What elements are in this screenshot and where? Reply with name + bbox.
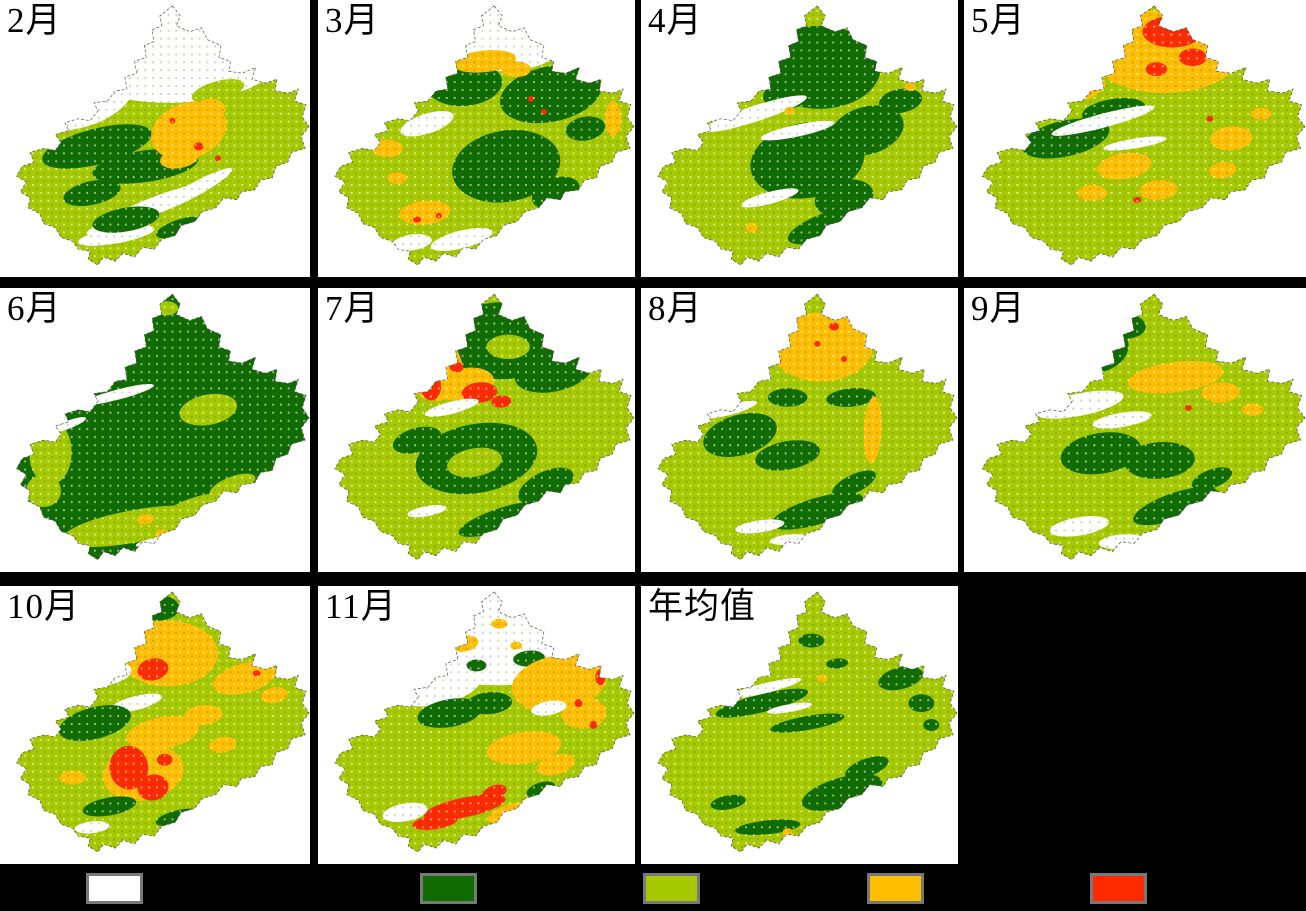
raster-texture <box>982 5 1305 266</box>
xinjiang-map <box>657 591 958 853</box>
region-outline <box>334 5 635 266</box>
raster-texture <box>334 591 635 853</box>
map-panel: 2月 <box>0 0 310 277</box>
legend-swatch-class-white <box>86 873 143 904</box>
xinjiang-map <box>16 293 310 561</box>
legend-swatch-class-light-green <box>643 873 700 904</box>
xinjiang-map <box>657 5 958 266</box>
raster-patch <box>132 26 139 33</box>
panel-label: 10月 <box>7 587 81 626</box>
raster-patch <box>104 38 113 45</box>
panel-label: 9月 <box>971 289 1026 328</box>
panel-label: 4月 <box>648 1 703 40</box>
xinjiang-map <box>334 293 635 561</box>
legend-swatch-class-orange <box>867 873 924 904</box>
region-outline <box>657 293 958 561</box>
raster-texture <box>657 591 958 853</box>
region-outline <box>657 5 958 266</box>
xinjiang-map <box>16 5 310 266</box>
region-outline <box>334 293 635 561</box>
raster-patch <box>422 651 448 666</box>
raster-patch <box>98 337 134 357</box>
legend-swatch-class-red <box>1090 873 1147 904</box>
region-outline <box>334 591 635 853</box>
legend-swatch-class-dark-green <box>420 873 477 904</box>
raster-patch <box>82 55 93 64</box>
raster-texture <box>16 294 310 560</box>
map-panel: 5月 <box>964 0 1306 277</box>
xinjiang-map <box>981 5 1306 266</box>
map-panel: 7月 <box>318 288 635 572</box>
raster-patch <box>59 110 67 117</box>
panel-label: 7月 <box>325 289 380 328</box>
map-panel: 9月 <box>964 288 1306 572</box>
raster-texture <box>16 591 310 853</box>
map-panel: 6月 <box>0 288 310 572</box>
raster-patch <box>1059 388 1066 395</box>
map-panel: 4月 <box>641 0 958 277</box>
legend-bar <box>0 864 1306 911</box>
raster-texture <box>334 5 635 266</box>
raster-texture <box>657 294 958 560</box>
raster-patch <box>130 629 141 638</box>
raster-patch <box>536 214 595 241</box>
raster-texture <box>334 294 635 560</box>
map-panel: 年均值 <box>641 586 958 864</box>
map-panel: 3月 <box>318 0 635 277</box>
panel-label: 3月 <box>325 1 380 40</box>
map-panel: 10月 <box>0 586 310 864</box>
raster-patch <box>84 364 100 375</box>
raster-texture <box>657 5 958 266</box>
raster-texture <box>16 5 310 266</box>
raster-patch <box>423 47 460 72</box>
region-outline <box>657 591 958 853</box>
region-outline <box>16 591 310 853</box>
panel-label: 8月 <box>648 289 703 328</box>
region-outline <box>981 293 1306 561</box>
panel-label: 2月 <box>7 1 62 40</box>
raster-texture <box>982 294 1305 560</box>
xinjiang-map <box>657 293 958 561</box>
xinjiang-map <box>334 591 635 853</box>
raster-patch <box>1062 82 1074 91</box>
map-panel: 8月 <box>641 288 958 572</box>
panel-label: 年均值 <box>648 587 757 626</box>
region-outline <box>981 5 1306 266</box>
xinjiang-map <box>334 5 635 266</box>
panel-label: 5月 <box>971 1 1026 40</box>
region-outline <box>16 5 310 266</box>
panel-label: 11月 <box>325 587 397 626</box>
panel-label: 6月 <box>7 289 62 328</box>
map-panel: 11月 <box>318 586 635 864</box>
xinjiang-map <box>981 293 1306 561</box>
xinjiang-map <box>16 591 310 853</box>
region-outline <box>16 293 310 561</box>
